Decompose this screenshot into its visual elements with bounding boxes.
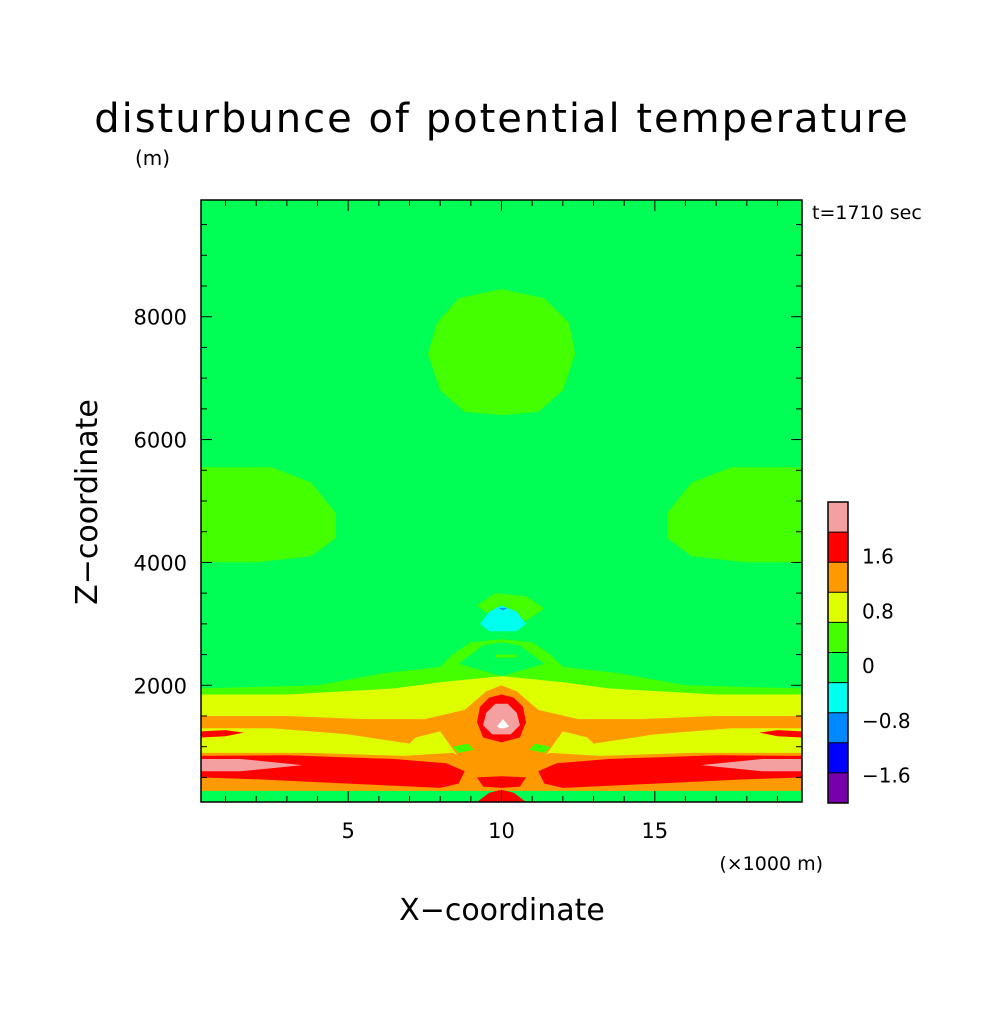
contour-region-14 bbox=[201, 730, 244, 738]
colorbar-label: −0.8 bbox=[862, 709, 911, 733]
x-tick-label: 5 bbox=[341, 819, 354, 843]
contour-region-15 bbox=[759, 730, 802, 738]
contour-region-18 bbox=[477, 776, 526, 788]
colorbar-label: 1.6 bbox=[862, 545, 894, 569]
colorbar-swatch bbox=[828, 502, 848, 533]
contour-region-25 bbox=[496, 719, 510, 729]
contour-region-1 bbox=[201, 467, 336, 563]
contour-region-13 bbox=[529, 743, 551, 753]
x-tick-label: 10 bbox=[488, 819, 515, 843]
colorbar-swatch bbox=[828, 682, 848, 713]
contour-region-7 bbox=[480, 605, 526, 632]
colorbar: 1.6 0.8 0 −0.8 −1.6 bbox=[827, 501, 911, 804]
colorbar-swatch bbox=[828, 742, 848, 773]
plot-area bbox=[200, 199, 803, 803]
colorbar-swatch bbox=[828, 652, 848, 683]
colorbar-swatch bbox=[828, 712, 848, 743]
colorbar-label: −1.6 bbox=[862, 764, 911, 788]
x-tick-label: 15 bbox=[641, 819, 668, 843]
contour-region-21 bbox=[700, 759, 802, 772]
contour-region-12 bbox=[452, 743, 474, 753]
x-axis-unit: (×1000 m) bbox=[719, 853, 823, 875]
contour-region-5 bbox=[458, 642, 545, 677]
colorbar-swatch bbox=[828, 622, 848, 653]
axis-ticks bbox=[201, 200, 802, 802]
title-unit: (m) bbox=[135, 146, 170, 170]
colorbar-swatch bbox=[828, 772, 848, 803]
chart-title: disturbunce of potential temperature bbox=[94, 96, 910, 142]
contour-fills bbox=[201, 200, 802, 802]
contour-region-0 bbox=[427, 289, 576, 415]
contour-region-24 bbox=[483, 703, 520, 735]
tick-labels: 5 10 15 2000 4000 6000 8000 bbox=[134, 306, 669, 843]
contour-region-20 bbox=[201, 759, 303, 772]
y-tick-label: 2000 bbox=[134, 674, 187, 698]
colorbar-label: 0.8 bbox=[862, 599, 894, 623]
colorbar-swatch bbox=[828, 532, 848, 563]
y-tick-label: 8000 bbox=[134, 306, 187, 330]
contour-region-2 bbox=[667, 467, 802, 563]
y-tick-label: 4000 bbox=[134, 551, 187, 575]
colorbar-swatch bbox=[828, 562, 848, 593]
contour-region-8 bbox=[498, 607, 508, 611]
y-tick-label: 6000 bbox=[134, 429, 187, 453]
time-label: t=1710 sec bbox=[812, 202, 922, 224]
colorbar-swatch bbox=[828, 592, 848, 623]
contour-region-6 bbox=[495, 654, 517, 658]
colorbar-label: 0 bbox=[862, 654, 875, 678]
x-axis-label: X−coordinate bbox=[399, 893, 605, 928]
colorbar-frame bbox=[827, 501, 849, 804]
y-axis-label: Z−coordinate bbox=[70, 399, 105, 605]
